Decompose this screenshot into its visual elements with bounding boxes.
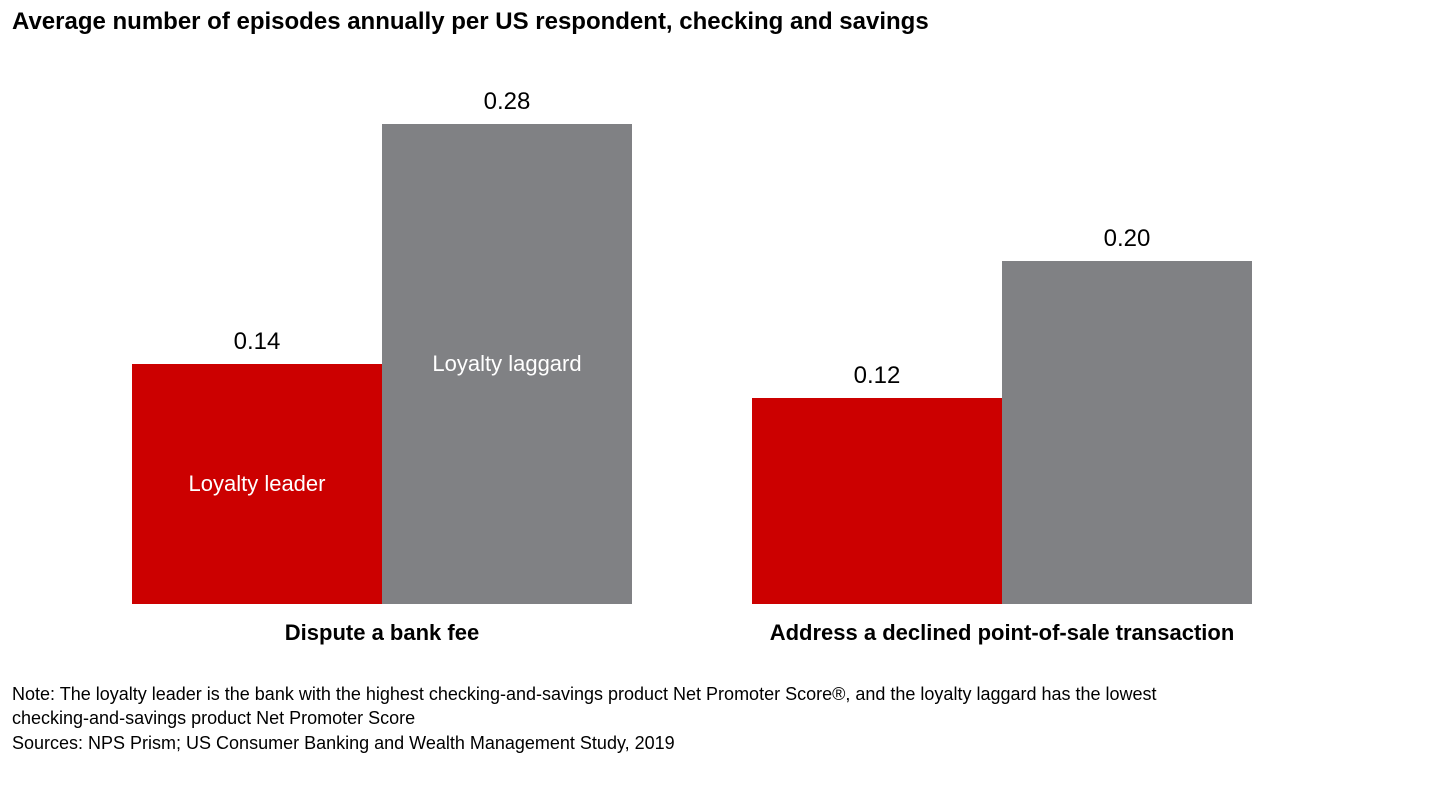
- chart-group-declined: 0.12 0.20 Address a declined point-of-sa…: [752, 84, 1252, 646]
- bar-leader: Loyalty leader: [132, 364, 382, 604]
- bar-value: 0.12: [854, 362, 901, 390]
- sources-line: Sources: NPS Prism; US Consumer Banking …: [12, 731, 1428, 755]
- bar-value: 0.20: [1104, 225, 1151, 253]
- note-line-2: checking-and-savings product Net Promote…: [12, 706, 1428, 730]
- bar-laggard: [1002, 261, 1252, 604]
- bar-wrapper-laggard: 0.28 Loyalty laggard: [382, 88, 632, 604]
- bar-laggard: Loyalty laggard: [382, 124, 632, 604]
- bars-container: 0.14 Loyalty leader 0.28 Loyalty laggard: [132, 84, 632, 604]
- chart-group-dispute: 0.14 Loyalty leader 0.28 Loyalty laggard…: [132, 84, 632, 646]
- bar-wrapper-leader: 0.14 Loyalty leader: [132, 328, 382, 604]
- bar-inside-label: Loyalty laggard: [422, 351, 591, 377]
- charts-row: 0.14 Loyalty leader 0.28 Loyalty laggard…: [12, 66, 1428, 646]
- bar-value: 0.28: [484, 88, 531, 116]
- bar-wrapper-laggard: 0.20: [1002, 225, 1252, 604]
- footnotes: Note: The loyalty leader is the bank wit…: [12, 682, 1428, 755]
- category-label: Dispute a bank fee: [285, 620, 479, 646]
- chart-title: Average number of episodes annually per …: [12, 8, 1428, 36]
- bar-value: 0.14: [234, 328, 281, 356]
- note-line-1: Note: The loyalty leader is the bank wit…: [12, 682, 1428, 706]
- bars-container: 0.12 0.20: [752, 84, 1252, 604]
- bar-inside-label: Loyalty leader: [179, 471, 336, 497]
- category-label: Address a declined point-of-sale transac…: [770, 620, 1235, 646]
- bar-wrapper-leader: 0.12: [752, 362, 1002, 604]
- bar-leader: [752, 398, 1002, 604]
